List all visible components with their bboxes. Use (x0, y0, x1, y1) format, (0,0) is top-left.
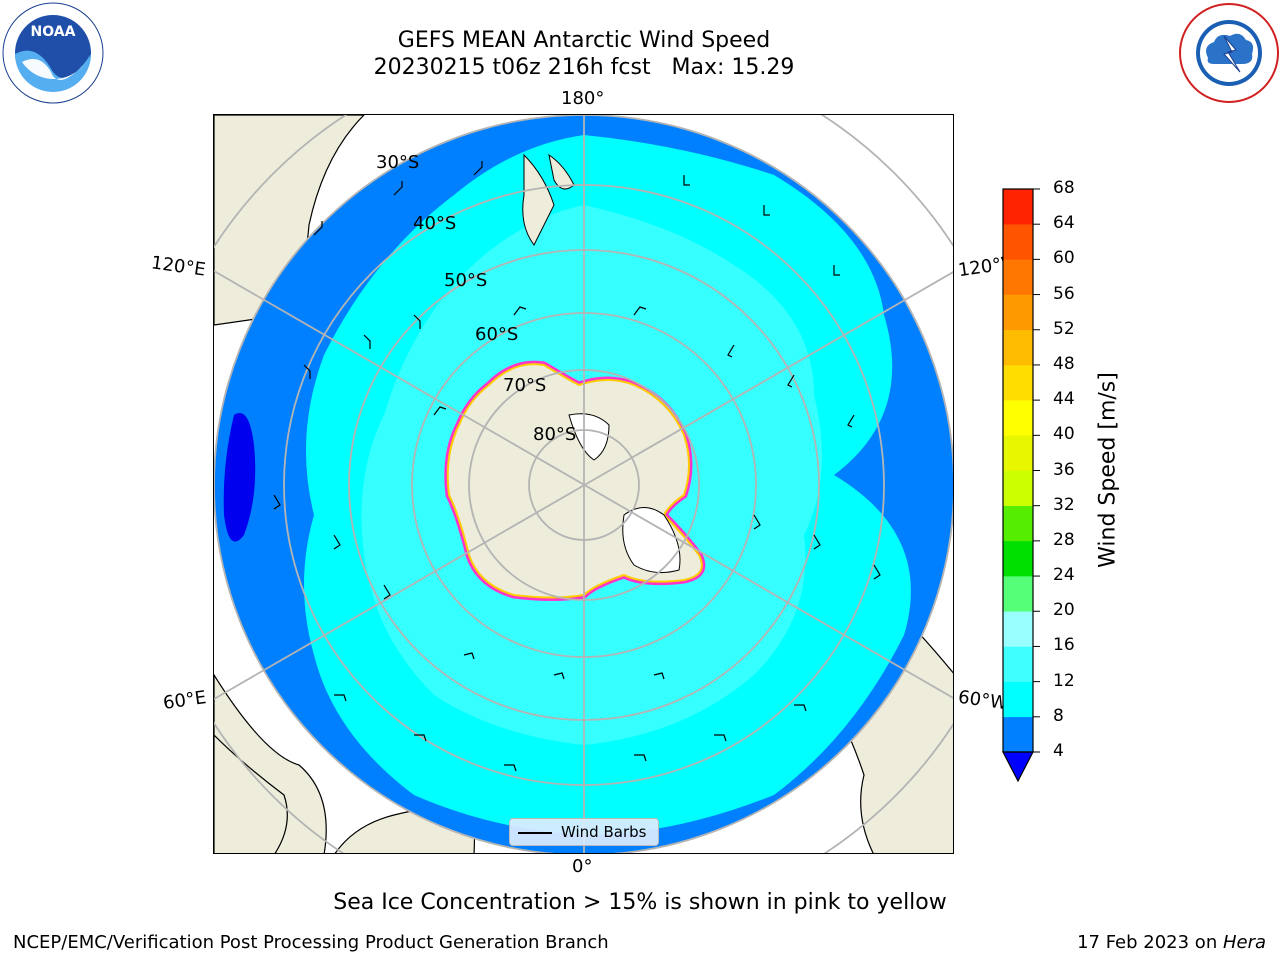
wind-barb-legend-label: Wind Barbs (561, 823, 647, 841)
colorbar-tick-label: 68 (1053, 178, 1075, 198)
colorbar-swatch (1003, 189, 1033, 225)
map-panel (213, 114, 954, 854)
lat-label: 60°S (475, 324, 519, 345)
wind-barbs (273, 161, 881, 772)
colorbar-swatch (1003, 540, 1033, 577)
chart-title: GEFS MEAN Antarctic Wind Speed (397, 28, 771, 53)
colorbar-tick-label: 44 (1053, 389, 1075, 410)
colorbar: 4 8 12 16 20 24 28 32 36 40 44 48 52 56 60 64 68 (1000, 178, 1120, 786)
chart-subtitle: 20230215 t06z 216h fcst Max: 15.29 (373, 55, 795, 80)
sea-ice-caption: Sea Ice Concentration > 15% is shown in … (333, 890, 947, 915)
colorbar-swatch (1003, 470, 1033, 506)
map-legend: Wind Barbs (509, 818, 659, 846)
colorbar-tick-label: 56 (1053, 283, 1075, 304)
colorbar-swatch (1003, 681, 1033, 718)
colorbar-tick-label: 12 (1053, 670, 1075, 691)
colorbar-swatch (1003, 646, 1033, 682)
colorbar-tick-label: 60 (1053, 248, 1075, 269)
colorbar-swatch (1003, 611, 1033, 647)
colorbar-tick-label: 36 (1053, 459, 1075, 480)
ross-ice-shelf (568, 413, 610, 461)
footer-date-text: 17 Feb 2023 on (1077, 932, 1223, 953)
colorbar-title: Wind Speed [m/s] (1095, 372, 1121, 568)
lon-label-upper-left: 120°E (149, 252, 207, 281)
weddell-ice-shelf (622, 507, 681, 574)
colorbar-swatch (1003, 224, 1033, 260)
wind-barb-legend-line (518, 832, 552, 834)
colorbar-tick-label: 20 (1053, 600, 1075, 621)
colorbar-tick-label: 40 (1053, 424, 1075, 445)
nws-logo-icon (1178, 2, 1280, 104)
graticule (214, 115, 953, 853)
footer-org: NCEP/EMC/Verification Post Processing Pr… (13, 932, 609, 953)
lon-label-lower-left: 60°E (161, 687, 208, 714)
colorbar-swatch (1003, 505, 1033, 542)
colorbar-swatch (1003, 576, 1033, 612)
lon-label-bottom: 0° (572, 856, 593, 877)
colorbar-swatch (1003, 329, 1033, 366)
noaa-logo-icon: NOAA (2, 2, 104, 104)
colorbar-tick-label: 4 (1053, 741, 1064, 761)
lat-label: 40°S (413, 213, 457, 234)
colorbar-tick-label: 48 (1053, 353, 1075, 374)
colorbar-tick-label: 32 (1053, 494, 1075, 515)
lat-label: 30°S (376, 152, 420, 173)
colorbar-swatch (1003, 364, 1033, 401)
lon-label-top: 180° (561, 88, 605, 109)
colorbar-tick-label: 64 (1053, 213, 1075, 234)
colorbar-tick-label: 24 (1053, 565, 1075, 586)
colorbar-swatches (1002, 188, 1040, 783)
colorbar-swatch (1003, 294, 1033, 331)
colorbar-tick-label: 16 (1053, 635, 1075, 656)
colorbar-tick-label: 52 (1053, 318, 1075, 339)
colorbar-swatch (1003, 400, 1033, 436)
svg-text:NOAA: NOAA (31, 24, 76, 40)
colorbar-tick-label: 28 (1053, 529, 1075, 550)
wind-below-4-region (223, 413, 256, 542)
colorbar-swatch (1003, 259, 1033, 295)
footer-host: Hera (1222, 932, 1266, 953)
footer-date: 17 Feb 2023 on Hera (1077, 932, 1266, 953)
colorbar-swatch (1003, 435, 1033, 471)
lat-label: 80°S (533, 424, 577, 445)
colorbar-swatch (1003, 716, 1033, 753)
lat-label: 50°S (444, 270, 488, 291)
lat-label: 70°S (503, 375, 547, 396)
colorbar-tick-label: 8 (1053, 705, 1064, 726)
